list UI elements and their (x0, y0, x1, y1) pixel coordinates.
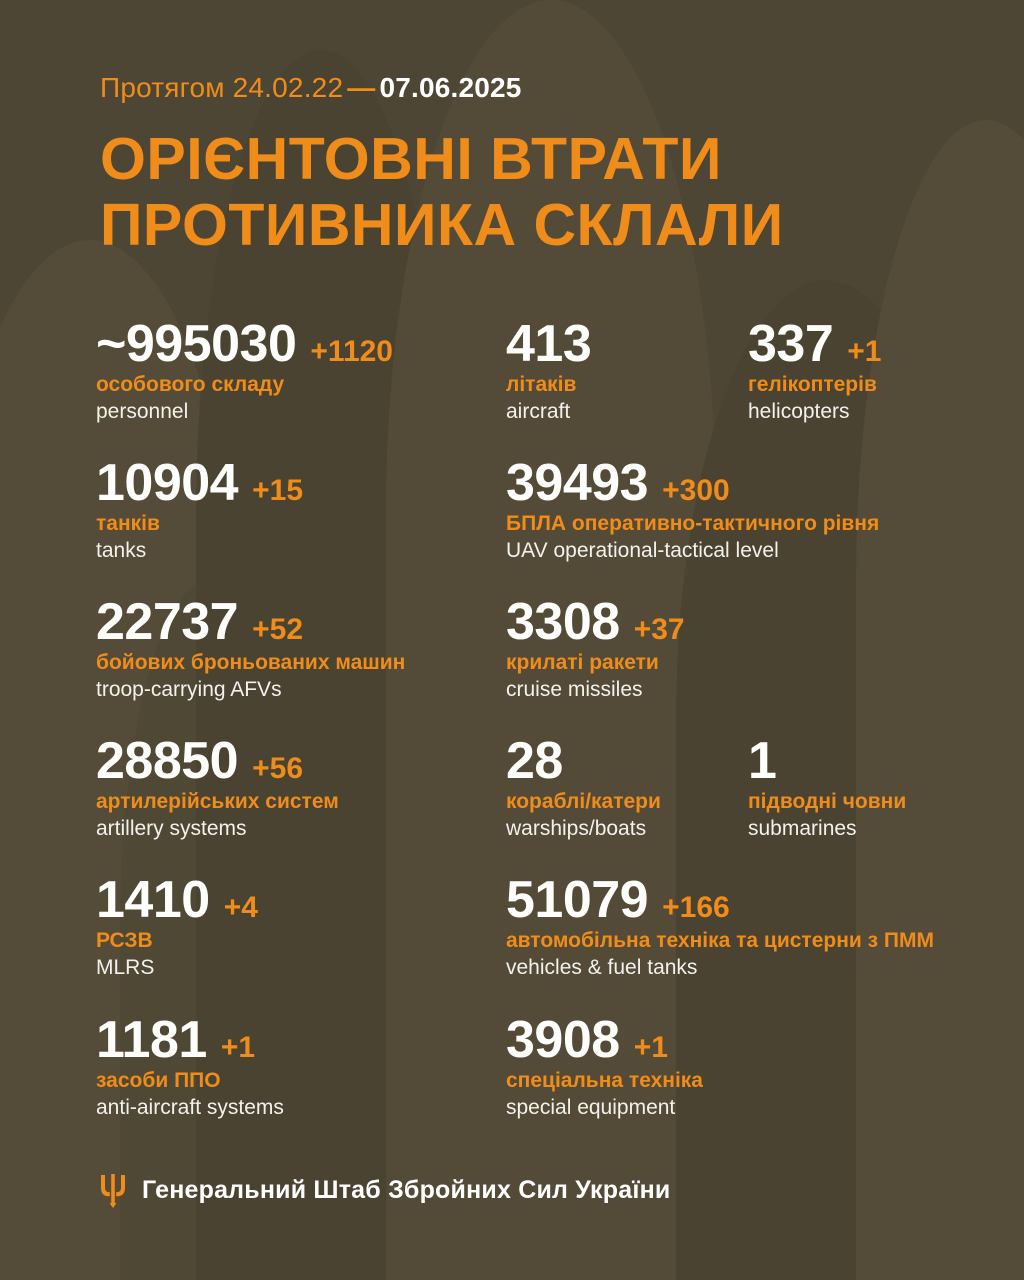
stat-label-en: submarines (748, 817, 857, 841)
stat-value: 337 (748, 315, 834, 373)
stat-value: 3308 (506, 593, 620, 651)
stat-label-ua: артилерійських систем (96, 790, 339, 813)
stat-label-en: anti-aircraft systems (96, 1096, 284, 1120)
stat-label-en: vehicles & fuel tanks (506, 956, 698, 980)
stat-label-ua: спеціальна техніка (506, 1069, 703, 1092)
stat-cruise-missiles: 3308 +37 крилаті ракети cruise missiles (506, 596, 685, 704)
stat-delta: +56 (252, 752, 303, 785)
stat-helicopters: 337 +1 гелікоптерів helicopters (748, 318, 881, 426)
stat-delta: +300 (662, 474, 730, 507)
period-end-date: 07.06.2025 (379, 72, 522, 103)
period-dash: — (347, 72, 376, 103)
stat-label-ua: РСЗВ (96, 929, 153, 952)
reporting-period: Протягом 24.02.22—07.06.2025 (100, 72, 522, 104)
stat-label-en: personnel (96, 400, 189, 424)
stat-delta: +1 (633, 1031, 668, 1064)
stat-value: 51079 (506, 871, 649, 929)
stat-warships: 28 кораблі/катери warships/boats (506, 735, 661, 843)
stat-mlrs: 1410 +4 РСЗВ MLRS (96, 874, 258, 982)
stat-submarines: 1 підводні човни submarines (748, 735, 906, 843)
stat-label-en: MLRS (96, 956, 155, 980)
stats-row-6: 1181 +1 засоби ППО anti-aircraft systems… (0, 1014, 1024, 1154)
stat-artillery: 28850 +56 артилерійських систем artiller… (96, 735, 339, 843)
stat-label-ua: автомобільна техніка та цистерни з ПММ (506, 929, 934, 952)
stat-label-en: artillery systems (96, 817, 247, 841)
trident-icon (100, 1172, 126, 1208)
stat-delta: +1 (847, 335, 882, 368)
stat-label-ua: кораблі/катери (506, 790, 661, 813)
stat-personnel: ~995030 +1120 особового складу personnel (96, 318, 393, 426)
stat-label-ua: танків (96, 512, 160, 535)
stat-label-en: cruise missiles (506, 678, 643, 702)
stat-label-en: warships/boats (506, 817, 647, 841)
stat-value: 10904 (96, 454, 239, 512)
stat-delta: +52 (252, 613, 303, 646)
stat-value: 413 (506, 315, 592, 373)
stat-value: 1181 (96, 1011, 207, 1069)
stats-row-4: 28850 +56 артилерійських систем artiller… (0, 735, 1024, 875)
stat-uav: 39493 +300 БПЛА оперативно-тактичного рі… (506, 457, 879, 565)
stat-label-ua: крилаті ракети (506, 651, 659, 674)
stat-afv: 22737 +52 бойових броньованих машин troo… (96, 596, 405, 704)
footer-organization-label: Генеральний Штаб Збройних Сил України (142, 1175, 671, 1204)
stat-value: 1 (748, 732, 777, 790)
page-title: ОРІЄНТОВНІ ВТРАТИ ПРОТИВНИКА СКЛАЛИ (100, 126, 784, 259)
stats-row-1: ~995030 +1120 особового складу personnel… (0, 318, 1024, 458)
stats-row-2: 10904 +15 танків tanks 39493 +300 БПЛА о… (0, 457, 1024, 597)
stat-label-en: UAV operational-tactical level (506, 539, 779, 563)
stat-delta: +15 (252, 474, 303, 507)
period-start-label: Протягом 24.02.22 (100, 72, 344, 103)
stat-label-ua: БПЛА оперативно-тактичного рівня (506, 512, 880, 535)
stat-label-ua: особового складу (96, 373, 285, 396)
stat-tanks: 10904 +15 танків tanks (96, 457, 303, 565)
stat-label-ua: гелікоптерів (748, 373, 877, 396)
stat-value: 28 (506, 732, 563, 790)
stat-label-en: troop-carrying AFVs (96, 678, 282, 702)
stat-special-equipment: 3908 +1 спеціальна техніка special equip… (506, 1014, 703, 1122)
stat-label-ua: засоби ППО (96, 1069, 221, 1092)
stat-delta: +37 (633, 613, 685, 646)
stat-label-ua: підводні човни (748, 790, 907, 813)
stat-label-en: aircraft (506, 400, 571, 424)
stats-row-3: 22737 +52 бойових броньованих машин troo… (0, 596, 1024, 736)
stat-delta: +1120 (310, 335, 393, 368)
stat-delta: +1 (220, 1031, 256, 1064)
stat-delta: +166 (662, 891, 730, 924)
footer: Генеральний Штаб Збройних Сил України (100, 1172, 670, 1208)
stat-value: ~995030 (96, 315, 297, 373)
stat-value: 39493 (506, 454, 649, 512)
stat-value: 3908 (506, 1011, 620, 1069)
stat-label-en: special equipment (506, 1096, 676, 1120)
stat-label-ua: літаків (506, 373, 577, 396)
stat-value: 1410 (96, 871, 210, 929)
stat-label-en: tanks (96, 539, 147, 563)
stats-row-5: 1410 +4 РСЗВ MLRS 51079 +166 автомобільн… (0, 874, 1024, 1014)
stat-delta: +4 (223, 891, 258, 924)
stat-value: 22737 (96, 593, 239, 651)
stat-aircraft: 413 літаків aircraft (506, 315, 592, 426)
stat-aa-systems: 1181 +1 засоби ППО anti-aircraft systems (96, 1014, 284, 1122)
stat-vehicles: 51079 +166 автомобільна техніка та цисте… (506, 874, 934, 982)
stat-label-ua: бойових броньованих машин (96, 651, 406, 674)
stat-value: 28850 (96, 732, 239, 790)
stat-label-en: helicopters (748, 400, 850, 424)
